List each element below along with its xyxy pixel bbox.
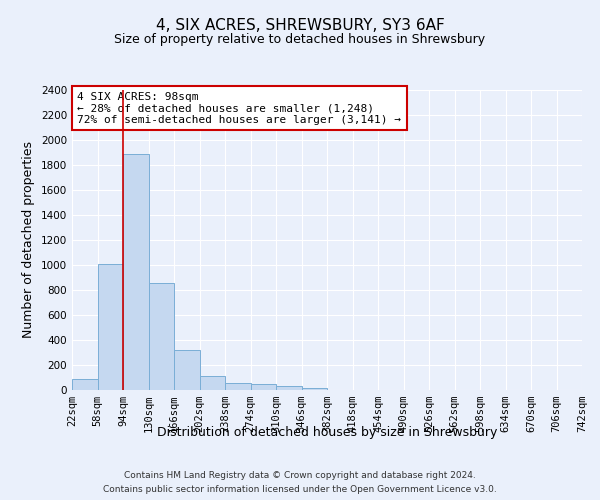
Bar — [149, 282, 174, 390]
Bar — [302, 388, 327, 390]
Y-axis label: Number of detached properties: Number of detached properties — [22, 142, 35, 338]
Text: Contains public sector information licensed under the Open Government Licence v3: Contains public sector information licen… — [103, 484, 497, 494]
Bar — [123, 154, 149, 390]
Text: Size of property relative to detached houses in Shrewsbury: Size of property relative to detached ho… — [115, 32, 485, 46]
Bar — [251, 384, 276, 390]
Bar — [97, 264, 123, 390]
Bar — [276, 386, 302, 390]
Text: Contains HM Land Registry data © Crown copyright and database right 2024.: Contains HM Land Registry data © Crown c… — [124, 472, 476, 480]
Text: 4, SIX ACRES, SHREWSBURY, SY3 6AF: 4, SIX ACRES, SHREWSBURY, SY3 6AF — [155, 18, 445, 32]
Text: 4 SIX ACRES: 98sqm
← 28% of detached houses are smaller (1,248)
72% of semi-deta: 4 SIX ACRES: 98sqm ← 28% of detached hou… — [77, 92, 401, 124]
Text: Distribution of detached houses by size in Shrewsbury: Distribution of detached houses by size … — [157, 426, 497, 439]
Bar — [72, 379, 97, 390]
Bar — [199, 376, 225, 390]
Bar — [225, 383, 251, 390]
Bar — [174, 350, 199, 390]
